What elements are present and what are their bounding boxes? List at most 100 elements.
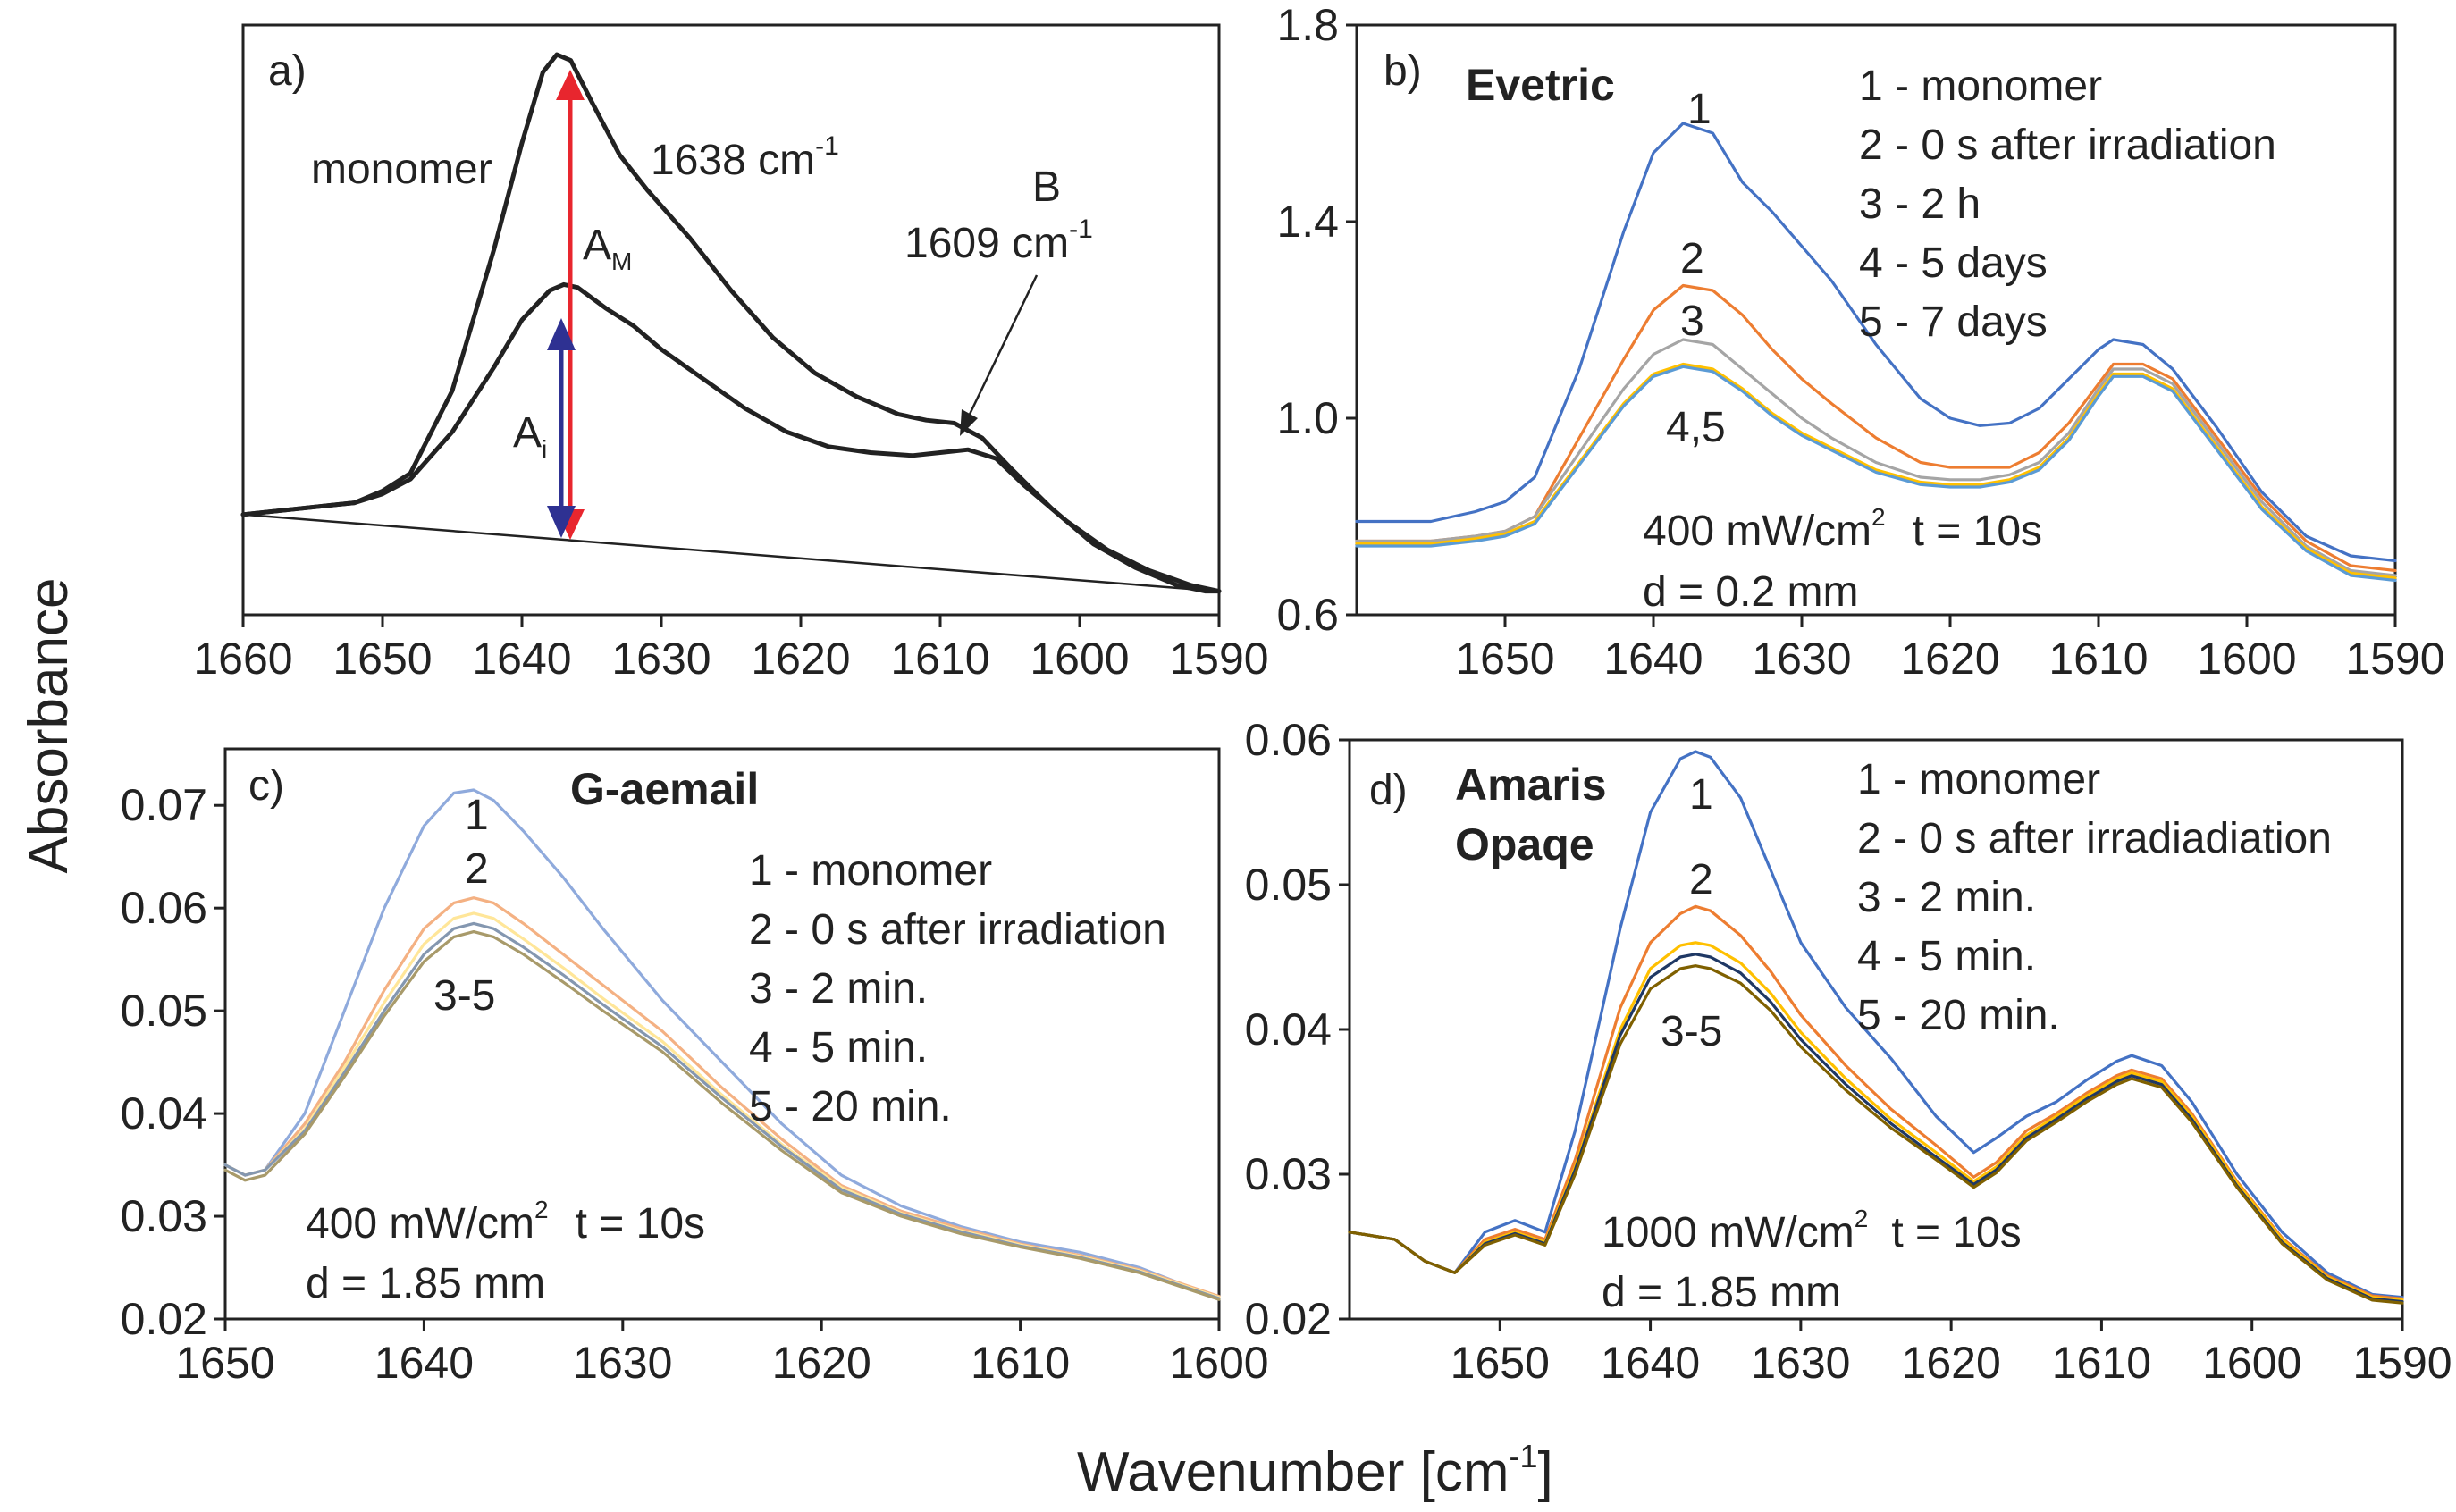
panel-d-title-line-2: Opaqe (1455, 819, 1594, 869)
panel-d-x-tick-label: 1610 (2052, 1338, 2151, 1388)
panel-a-x-tick-label: 1590 (1169, 634, 1268, 684)
panel-b-x-tick-label: 1640 (1603, 634, 1703, 684)
panel-b-frame (1355, 23, 2397, 617)
panel-d-title-line-1: Amaris (1455, 760, 1607, 810)
panel-b-series-1 (1355, 122, 2397, 563)
panel-b-condition-thickness: d = 0.2 mm (1643, 568, 1858, 616)
peak-1638-annotation: 1638 cm-1 (651, 131, 839, 184)
panel-d-legend-4: 4 - 5 min. (1857, 933, 2036, 980)
panel-b-curves (1355, 122, 2397, 583)
panel-b-y-tick-label: 1.4 (1276, 197, 1339, 247)
panel-a-series-monomer (240, 52, 1222, 594)
panel-b-x-tick-label: 1630 (1752, 634, 1851, 684)
panel-b-y-tick-label: 1.8 (1276, 0, 1339, 50)
panel-b-series-5 (1355, 365, 2397, 583)
panel-a: 1660 1650 1640 1630 1620 1610 1600 1590 a) mono… (193, 23, 1269, 684)
panel-c-x-tick-label: 1640 (374, 1338, 474, 1388)
panel-b-curve-label-2: 2 (1680, 235, 1704, 282)
panel-b-series-3 (1355, 338, 2397, 577)
ai-label: Ai (513, 409, 547, 463)
panel-a-x-tick-label: 1640 (472, 634, 571, 684)
panel-d-legend-5: 5 - 20 min. (1857, 992, 2060, 1039)
band-b-annotation: B (1032, 164, 1061, 211)
panel-d-y-tick-label: 0.04 (1245, 1004, 1332, 1054)
panel-c-title: G-aemail (570, 764, 759, 814)
panel-c-frame (223, 747, 1221, 1321)
panel-d-y-tick-label: 0.06 (1245, 715, 1332, 765)
panel-a-frame (241, 23, 1221, 617)
panel-c-series-2 (223, 896, 1221, 1298)
panel-c-x-tick-label: 1620 (772, 1338, 871, 1388)
panel-b-x-tick-label: 1650 (1455, 634, 1554, 684)
panel-b-x-tick-label: 1590 (2345, 634, 2444, 684)
panel-c-legend-1: 1 - monomer (749, 847, 992, 895)
panel-d-series-2 (1348, 904, 2404, 1300)
panel-d-curves (1348, 750, 2404, 1305)
panel-a-curves (240, 52, 1222, 594)
peak-1609-annotation: 1609 cm-1 (904, 214, 1093, 267)
panel-b-legend-4: 4 - 5 days (1859, 239, 2048, 287)
panel-a-x-tick-label: 1660 (193, 634, 292, 684)
panel-d-series-1 (1348, 750, 2404, 1299)
panel-b-series-2 (1355, 283, 2397, 573)
panel-c-legend-5: 5 - 20 min. (749, 1083, 952, 1130)
panel-d-condition-thickness: d = 1.85 mm (1602, 1269, 1841, 1316)
monomer-annotation: monomer (311, 146, 492, 193)
panel-c-condition-intensity: 400 mW/cm2 t = 10s (306, 1196, 705, 1247)
panel-d-legend-2: 2 - 0 s after irradiadiation (1857, 815, 2332, 862)
panel-c-y-tick-label: 0.06 (121, 883, 207, 933)
panel-c-curve-label-2: 2 (465, 845, 489, 893)
panel-c-x-tick-label: 1630 (573, 1338, 672, 1388)
panel-c-condition-thickness: d = 1.85 mm (306, 1260, 545, 1307)
panel-c-x-tick-label: 1610 (971, 1338, 1070, 1388)
panel-c-legend-2: 2 - 0 s after irradiation (749, 906, 1166, 953)
panel-b-curve-label-3: 3 (1680, 298, 1704, 345)
panel-d-condition-intensity: 1000 mW/cm2 t = 10s (1602, 1205, 2022, 1256)
panel-d: 1650 1640 1630 1620 1610 1600 1590 0.06 0.05 0.04… (1245, 715, 2452, 1388)
panel-c-ticks: 1650 1640 1630 1620 1610 1600 0.07 0.06 0.05 0.04… (121, 780, 1269, 1388)
panel-d-curve-label-35: 3-5 (1661, 1008, 1722, 1055)
panel-c: 1650 1640 1630 1620 1610 1600 0.07 0.06 0.05 0.04… (121, 747, 1269, 1388)
panel-d-y-tick-label: 0.02 (1245, 1294, 1332, 1344)
ai-arrow-bottom-icon (547, 506, 576, 538)
panel-b-legend-3: 3 - 2 h (1859, 181, 1981, 228)
panel-d-x-tick-label: 1650 (1451, 1338, 1550, 1388)
panel-c-legend-4: 4 - 5 min. (749, 1024, 928, 1071)
panel-b-label: b) (1384, 47, 1422, 95)
am-label: AM (583, 222, 632, 275)
panel-d-x-tick-label: 1600 (2202, 1338, 2301, 1388)
panel-b-legend-1: 1 - monomer (1859, 63, 2102, 110)
panel-c-series-1 (223, 788, 1221, 1300)
panel-d-curve-label-2: 2 (1689, 856, 1713, 903)
panel-b-title: Evetric (1466, 60, 1615, 110)
panel-c-curve-label-35: 3-5 (433, 972, 495, 1020)
panel-d-x-tick-label: 1590 (2352, 1338, 2452, 1388)
panel-d-x-tick-label: 1640 (1601, 1338, 1700, 1388)
panel-d-ticks: 1650 1640 1630 1620 1610 1600 1590 0.06 0.05 0.04… (1245, 715, 2452, 1388)
panel-c-y-tick-label: 0.04 (121, 1088, 207, 1138)
panel-a-x-tick-label: 1630 (611, 634, 711, 684)
peak-b-pointer-line (962, 274, 1039, 428)
panel-b-x-tick-label: 1610 (2048, 634, 2148, 684)
panel-b-x-tick-label: 1620 (1900, 634, 1999, 684)
panel-c-y-tick-label: 0.03 (121, 1191, 207, 1241)
panel-d-legend-1: 1 - monomer (1857, 756, 2100, 803)
panel-c-series-5 (223, 930, 1221, 1301)
panel-a-x-tick-label: 1610 (890, 634, 989, 684)
panel-c-y-tick-label: 0.07 (121, 780, 207, 830)
panel-d-label: d) (1369, 767, 1408, 814)
y-axis-title: Absorbance (18, 578, 80, 874)
panel-c-curves (223, 788, 1221, 1301)
panel-b-legend-2: 2 - 0 s after irradiation (1859, 122, 2276, 169)
panel-b-curve-label-1: 1 (1687, 86, 1712, 133)
panel-c-x-tick-label: 1650 (175, 1338, 274, 1388)
panel-b-y-tick-label: 1.0 (1276, 393, 1339, 443)
panel-a-series-baseline (241, 513, 1221, 592)
panel-a-x-ticks: 1660 1650 1640 1630 1620 1610 1600 1590 (193, 615, 1269, 684)
panel-c-series-4 (223, 921, 1221, 1300)
panel-d-x-tick-label: 1630 (1751, 1338, 1850, 1388)
panel-c-x-tick-label: 1600 (1169, 1338, 1268, 1388)
am-arrow-top-icon (556, 70, 585, 100)
panel-d-y-tick-label: 0.05 (1245, 860, 1332, 910)
